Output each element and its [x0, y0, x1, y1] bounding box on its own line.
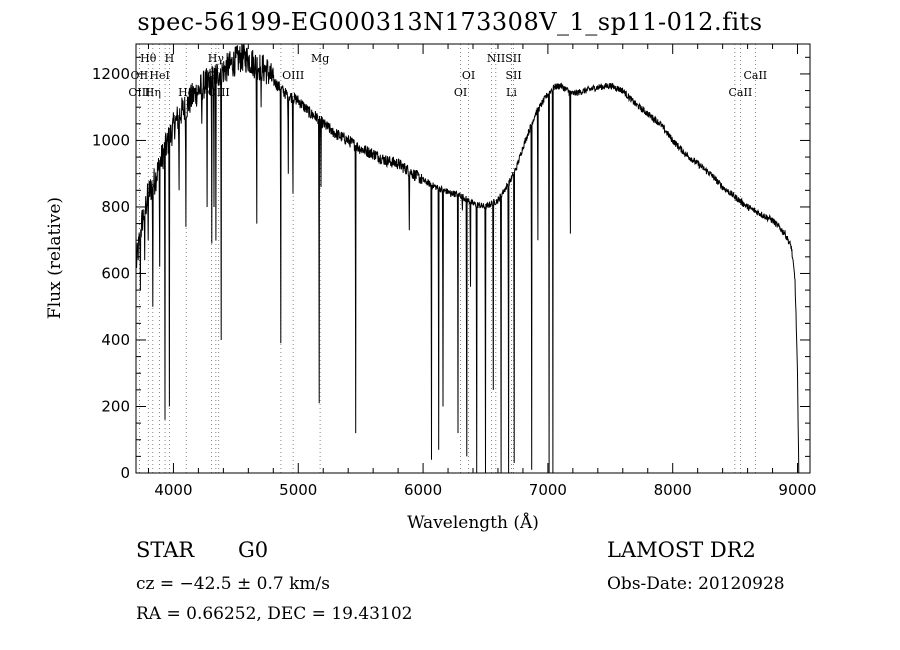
spectral-line-markers [139, 44, 756, 473]
line-label: CaII [729, 86, 753, 99]
line-label: Hγ [208, 52, 225, 65]
object-type: STAR [136, 538, 195, 562]
line-label: HeI [149, 69, 169, 82]
sky-coordinates: RA = 0.66252, DEC = 19.43102 [136, 604, 413, 624]
line-label: Hδ [178, 86, 195, 99]
x-tick-label: 5000 [279, 481, 317, 499]
plot-frame [135, 43, 811, 474]
y-tick-label: 1000 [92, 131, 130, 149]
redshift-value: cz = −42.5 ± 0.7 km/s [136, 574, 330, 594]
x-axis-label: Wavelength (Å) [407, 512, 539, 533]
line-label: OI [454, 86, 467, 99]
observation-date: Obs-Date: 20120928 [607, 574, 785, 594]
y-tick-label: 0 [120, 464, 130, 482]
x-tick-label: 6000 [404, 481, 442, 499]
line-label: OIII [282, 69, 304, 82]
y-tick-label: 600 [101, 264, 130, 282]
line-label: Li [506, 86, 517, 99]
y-axis-label: Flux (relative) [45, 197, 65, 319]
line-label: Hθ [140, 52, 157, 65]
y-tick-label: 400 [101, 331, 130, 349]
x-axis-ticks: 4000 5000 6000 7000 8000 9000 [147, 44, 817, 499]
line-label: OI [462, 69, 475, 82]
y-tick-label: 800 [101, 198, 130, 216]
line-label: H [165, 52, 175, 65]
line-label: OIII [128, 86, 150, 99]
survey-name: LAMOST DR2 [607, 538, 756, 562]
spectrum-line [135, 43, 800, 474]
line-label: SII [505, 69, 521, 82]
line-label: OIII [208, 86, 230, 99]
x-tick-label: 4000 [154, 481, 192, 499]
line-label: OII [131, 69, 149, 82]
line-label: G [207, 69, 216, 82]
x-tick-label: 8000 [654, 481, 692, 499]
line-label: NIISII [487, 52, 522, 65]
chart-title: spec-56199-EG000313N173308V_1_sp11-012.f… [137, 8, 763, 36]
y-tick-label: 200 [101, 397, 130, 415]
line-label: Mg [311, 52, 329, 65]
object-class: G0 [238, 538, 269, 562]
line-label: Hη [145, 86, 161, 99]
y-tick-label: 1200 [92, 65, 130, 83]
line-label: CaII [743, 69, 767, 82]
y-axis-ticks: 0 200 400 600 800 1000 1200 [92, 56, 810, 482]
x-tick-label: 9000 [778, 481, 816, 499]
x-tick-label: 7000 [529, 481, 567, 499]
